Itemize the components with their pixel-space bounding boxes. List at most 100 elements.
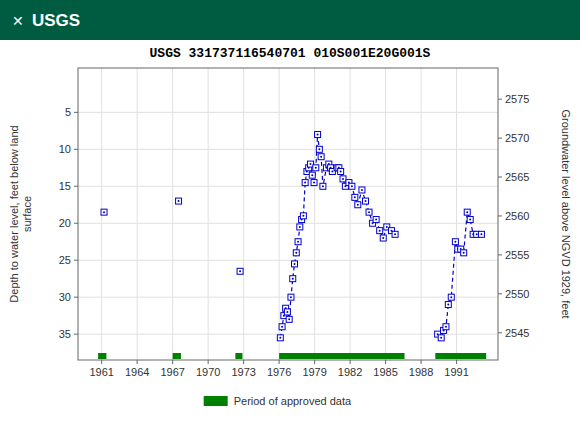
x-tick-label: 1991 <box>444 366 468 378</box>
marker-square <box>293 250 299 256</box>
marker-square <box>445 302 451 308</box>
marker <box>284 309 290 315</box>
tick <box>314 360 315 364</box>
marker <box>315 132 321 138</box>
marker-square <box>292 261 298 267</box>
marker <box>467 217 473 223</box>
marker-square <box>295 239 301 245</box>
marker <box>309 172 315 178</box>
tick <box>74 186 78 187</box>
marker-dot <box>178 200 180 202</box>
marker-square <box>320 183 326 189</box>
y-tick-label: 35 <box>59 328 71 340</box>
marker <box>338 168 344 174</box>
marker-square <box>467 217 473 223</box>
marker-dot <box>331 170 333 172</box>
marker <box>448 294 454 300</box>
tick <box>137 360 138 364</box>
marker <box>340 176 346 182</box>
marker-dot <box>364 200 366 202</box>
marker-square <box>288 294 294 300</box>
tick <box>279 360 280 364</box>
title: USGS 331737116540701 010S001E20G001S <box>150 46 431 61</box>
tick <box>421 360 422 364</box>
marker-dot <box>239 270 241 272</box>
marker-square <box>464 209 470 215</box>
marker-square <box>277 335 283 341</box>
marker-dot <box>318 148 320 150</box>
marker <box>445 302 451 308</box>
x-tick-label: 1982 <box>338 366 362 378</box>
marker-dot <box>290 296 292 298</box>
x-tick-label: 1970 <box>196 366 220 378</box>
marker <box>392 231 398 237</box>
header-text: ✕ <box>12 13 24 29</box>
grid-line <box>172 68 173 360</box>
marker <box>316 146 322 152</box>
axes: 1961196419671970197319761979198219851988… <box>59 68 530 378</box>
marker-dot <box>450 296 452 298</box>
marker-dot <box>394 233 396 235</box>
y-tick-label: 30 <box>59 291 71 303</box>
grid-line <box>78 112 498 113</box>
grid-line <box>421 68 422 360</box>
marker <box>362 198 368 204</box>
marker-dot <box>317 134 319 136</box>
marker-square <box>311 180 317 186</box>
marker <box>452 239 458 245</box>
marker-square <box>380 235 386 241</box>
marker-square <box>313 165 319 171</box>
marker <box>461 250 467 256</box>
marker-square <box>279 324 285 330</box>
tick <box>498 99 502 100</box>
x-tick-label: 1967 <box>160 366 184 378</box>
x-tick-label: 1988 <box>409 366 433 378</box>
marker-dot <box>386 226 388 228</box>
marker-dot <box>480 233 482 235</box>
marker-dot <box>375 219 377 221</box>
marker-square <box>176 198 182 204</box>
marker-dot <box>476 233 478 235</box>
x-tick-label: 1976 <box>267 366 291 378</box>
y-tick-label: 20 <box>59 217 71 229</box>
marker-dot <box>447 304 449 306</box>
tick <box>74 223 78 224</box>
marker <box>349 183 355 189</box>
marker <box>101 209 107 215</box>
y-axis-label-line: Depth to water level, feet below land <box>8 125 20 302</box>
y2-tick-label: 2575 <box>505 93 529 105</box>
marker-dot <box>279 337 281 339</box>
approved-periods <box>98 353 486 359</box>
y-axis-label-line: surface <box>21 196 33 232</box>
y-tick-label: 25 <box>59 254 71 266</box>
marker-square <box>300 213 306 219</box>
marker-dot <box>379 230 381 232</box>
y-tick-label: 15 <box>59 180 71 192</box>
marker <box>320 183 326 189</box>
marker-square <box>461 250 467 256</box>
marker <box>311 180 317 186</box>
marker-dot <box>320 156 322 158</box>
marker-square <box>355 202 361 208</box>
y-tick-label: 10 <box>59 143 71 155</box>
marker <box>302 180 308 186</box>
grid-line <box>78 223 498 224</box>
marker <box>377 228 383 234</box>
marker-square <box>373 217 379 223</box>
marker <box>366 209 372 215</box>
tick <box>74 334 78 335</box>
marker <box>286 316 292 322</box>
marker-square <box>443 324 449 330</box>
marker <box>438 335 444 341</box>
legend: Period of approved data <box>204 395 352 407</box>
marker <box>373 217 379 223</box>
grid-line <box>78 149 498 150</box>
tick <box>498 177 502 178</box>
marker <box>355 202 361 208</box>
marker-square <box>340 176 346 182</box>
marker-square <box>448 294 454 300</box>
marker-square <box>392 231 398 237</box>
marker-square <box>316 146 322 152</box>
marker-square <box>318 154 324 160</box>
marker-dot <box>299 226 301 228</box>
